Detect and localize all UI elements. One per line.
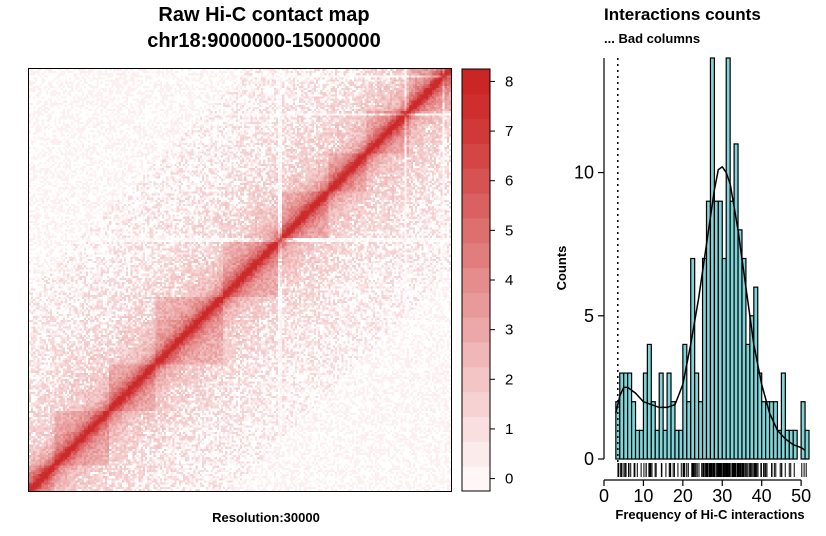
scale-swatch — [462, 441, 490, 467]
histogram-title: Interactions counts — [604, 5, 761, 24]
y-axis-title: Counts — [554, 246, 569, 291]
scale-tick-label: 2 — [505, 371, 513, 388]
hic-contact-map — [29, 69, 451, 491]
scale-swatch — [462, 118, 490, 144]
x-axis-title: Frequency of Hi-C interactions — [615, 507, 804, 522]
scale-swatch — [462, 292, 490, 318]
scale-swatch — [462, 242, 490, 269]
x-tick-label: 30 — [712, 486, 732, 506]
resolution-label: Resolution:30000 — [212, 510, 320, 525]
scale-swatch — [462, 391, 490, 418]
scale-swatch — [462, 168, 490, 194]
scale-tick-label: 3 — [505, 322, 513, 339]
x-tick-label: 40 — [752, 486, 772, 506]
x-tick-label: 10 — [633, 486, 653, 506]
color-scale-legend: 0 1 2 3 4 5 6 7 8 — [461, 68, 513, 492]
scale-tick-label: 8 — [505, 73, 513, 90]
scale-swatch — [462, 143, 490, 169]
histogram-bar — [690, 257, 696, 460]
scale-tick-label: 7 — [505, 123, 513, 140]
y-tick-label: 0 — [584, 449, 594, 469]
scale-swatch — [462, 217, 490, 244]
density-curve — [615, 165, 806, 452]
scale-swatch — [462, 416, 490, 442]
scale-swatch — [462, 267, 490, 293]
scale-tick-label: 4 — [505, 272, 513, 289]
scale-swatch — [462, 466, 490, 492]
scale-swatch — [462, 317, 490, 343]
scale-swatch — [462, 193, 490, 219]
x-tick-label: 50 — [791, 486, 811, 506]
scale-tick-label: 6 — [505, 173, 513, 190]
bad-columns-legend: ... Bad columns — [604, 31, 701, 46]
scale-tick-label: 5 — [505, 222, 513, 239]
y-tick-label: 10 — [574, 163, 594, 183]
heatmap-region-subtitle: chr18:9000000-15000000 — [147, 30, 381, 52]
scale-swatch — [462, 342, 490, 368]
scale-swatch — [462, 366, 490, 393]
scale-swatch — [462, 69, 490, 95]
x-tick-label: 0 — [599, 486, 609, 506]
histogram-bar — [658, 372, 664, 460]
heatmap-title: Raw Hi-C contact map — [158, 4, 370, 26]
x-tick-label: 20 — [673, 486, 693, 506]
histogram-bar — [780, 372, 786, 460]
scale-swatch — [462, 93, 490, 120]
histogram-bar — [804, 429, 810, 460]
y-tick-label: 5 — [584, 306, 594, 326]
scale-tick-label: 0 — [505, 471, 513, 488]
scale-tick-label: 1 — [505, 421, 513, 438]
